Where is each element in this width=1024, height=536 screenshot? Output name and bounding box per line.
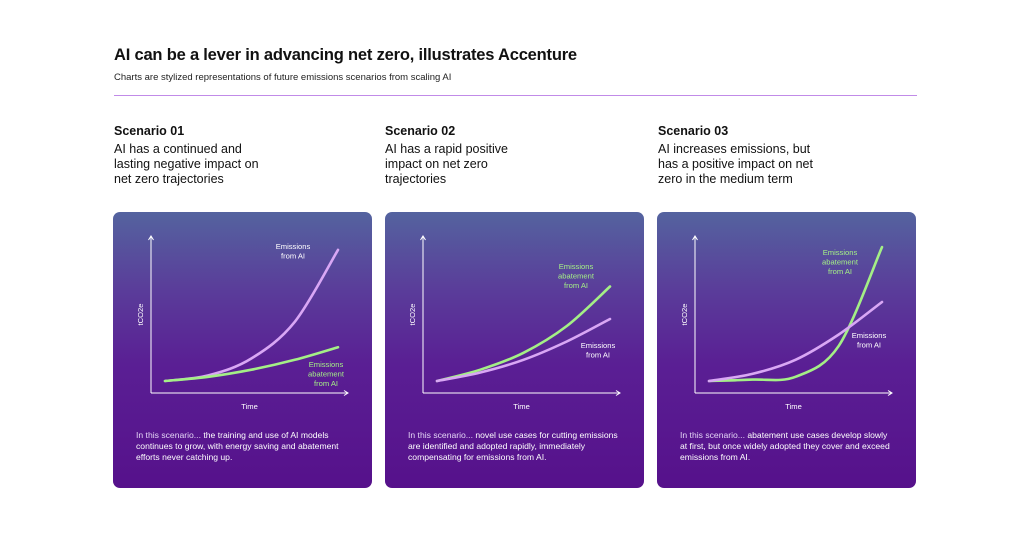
scenario-2-chart: Time tCO2e Emissions abatement from AI Emissi…: [408, 235, 621, 411]
scenario-heading: Scenario 03: [658, 124, 729, 138]
scenario-heading: Scenario 01: [114, 124, 185, 138]
scenario-description: AI increases emissions, but has a positi…: [658, 142, 813, 186]
scenario-2-intro: Scenario 02 AI has a rapid positive impa…: [385, 124, 645, 187]
scenario-1-chart: Time tCO2e Emissions from AI Emissions abatem…: [136, 235, 349, 411]
scenario-description: AI has a continued and lasting negative …: [114, 142, 259, 186]
page-subtitle: Charts are stylized representations of f…: [114, 72, 452, 83]
scenario-note-body: the training and use of AI models contin…: [136, 430, 339, 462]
scenario-note: In this scenario... abatement use cases …: [680, 430, 894, 463]
series-label-abatement: Emissions abatement from AI: [558, 262, 595, 290]
x-axis-label: Time: [785, 402, 802, 411]
scenario-2-chart-card: Time tCO2e Emissions abatement from AI Emissi…: [385, 212, 644, 488]
x-axis-arrow: [343, 390, 349, 396]
scenario-note: In this scenario... the training and use…: [136, 430, 350, 463]
y-axis-arrow: [692, 235, 698, 241]
scenario-note-body: novel use cases for cutting emissions ar…: [408, 430, 618, 462]
series-line-abatement: [163, 345, 340, 383]
series-label-abatement: Emissions abatement from AI: [822, 248, 859, 276]
series-label-emissions: Emissions from AI: [276, 242, 311, 261]
y-axis-arrow: [148, 235, 154, 241]
series-label-emissions: Emissions from AI: [581, 341, 616, 360]
scenario-note-lead: In this scenario...: [136, 430, 201, 440]
scenario-3-intro: Scenario 03 AI increases emissions, but …: [658, 124, 918, 187]
y-axis-arrow: [420, 235, 426, 241]
y-axis-label: tCO2e: [408, 304, 417, 326]
series-label-abatement: Emissions abatement from AI: [308, 360, 345, 388]
y-axis-label: tCO2e: [136, 304, 145, 326]
scenario-heading: Scenario 02: [385, 124, 456, 138]
scenario-3-chart: Time tCO2e Emissions abatement from AI Emissi…: [680, 235, 893, 411]
x-axis-label: Time: [241, 402, 258, 411]
series-line-abatement: [707, 245, 884, 383]
page-title: AI can be a lever in advancing net zero,…: [114, 46, 577, 64]
header-divider: [114, 95, 917, 96]
series-line-emissions: [707, 300, 884, 383]
x-axis-label: Time: [513, 402, 530, 411]
series-label-emissions: Emissions from AI: [852, 331, 887, 350]
series-line-emissions: [435, 317, 612, 383]
scenario-1-chart-card: Time tCO2e Emissions from AI Emissions abatem…: [113, 212, 372, 488]
scenario-note: In this scenario... novel use cases for …: [408, 430, 622, 463]
scenario-1-intro: Scenario 01 AI has a continued and lasti…: [114, 124, 374, 187]
series-line-abatement: [435, 285, 612, 383]
scenario-description: AI has a rapid positive impact on net ze…: [385, 142, 508, 186]
scenario-note-lead: In this scenario...: [680, 430, 745, 440]
y-axis-label: tCO2e: [680, 304, 689, 326]
scenario-3-chart-card: Time tCO2e Emissions abatement from AI Emissi…: [657, 212, 916, 488]
x-axis-arrow: [615, 390, 621, 396]
scenario-note-body: abatement use cases develop slowly at fi…: [680, 430, 890, 462]
x-axis-arrow: [887, 390, 893, 396]
scenario-note-lead: In this scenario...: [408, 430, 473, 440]
